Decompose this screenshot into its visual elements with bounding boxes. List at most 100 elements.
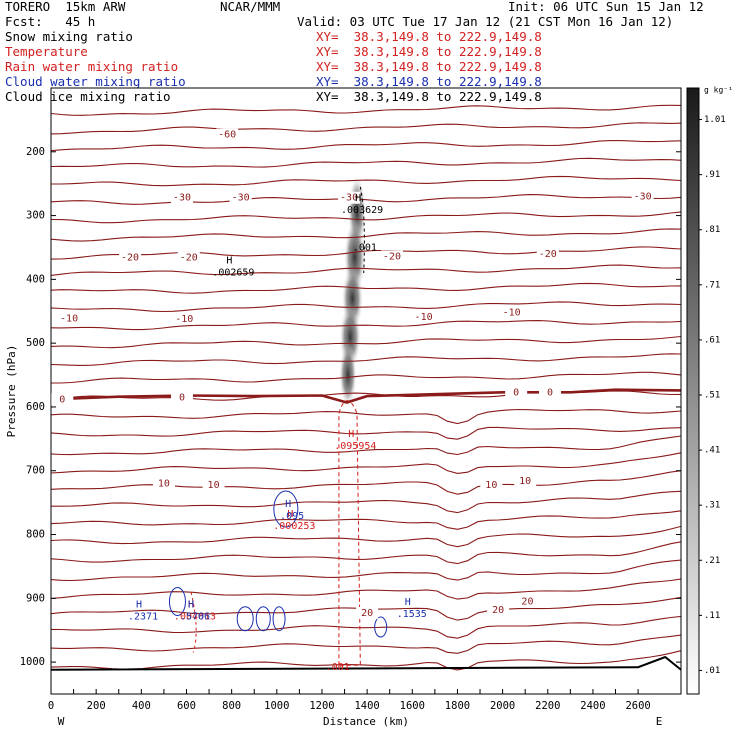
rain-contour-label: .001 bbox=[326, 662, 350, 673]
isotherm-label-bg bbox=[380, 250, 403, 263]
colorbar-rect bbox=[686, 87, 700, 695]
cloud-water-contour bbox=[168, 587, 186, 617]
isotherm-label: -10 bbox=[60, 313, 78, 324]
isotherm-line bbox=[50, 157, 682, 168]
isotherm-line bbox=[50, 408, 682, 425]
isotherm-line bbox=[50, 452, 682, 474]
isotherm-label: -30 bbox=[340, 193, 358, 204]
colorbar-label: .61 bbox=[704, 335, 720, 345]
isotherm-line bbox=[50, 353, 682, 366]
isotherm-label-bg bbox=[505, 386, 528, 399]
field-name-cloud-ice: Cloud ice mixing ratio bbox=[5, 89, 171, 104]
cloud-water-max-h: H bbox=[136, 599, 142, 610]
y-tick-label: 500 bbox=[26, 337, 45, 349]
cloud-water-max-value: .095 bbox=[280, 511, 304, 522]
isotherm-label: 0 bbox=[513, 387, 519, 398]
y-tick-label: 900 bbox=[26, 592, 45, 604]
isotherm-line bbox=[51, 175, 682, 187]
x-tick-label: 0 bbox=[48, 700, 54, 712]
colorbar-label: .21 bbox=[704, 556, 720, 566]
field-name-cloud-water: Cloud water mixing ratio bbox=[5, 74, 186, 89]
isotherm-line bbox=[50, 426, 682, 440]
snow-contour bbox=[359, 186, 365, 274]
isotherm-line bbox=[50, 634, 682, 654]
y-tick-label: 400 bbox=[26, 273, 45, 285]
isotherm-label: -10 bbox=[415, 312, 433, 323]
colorbar-label: .01 bbox=[704, 666, 720, 676]
isotherm-label-bg bbox=[338, 191, 361, 204]
cloud-water-max-value: .2371 bbox=[128, 611, 158, 622]
field-xy-temperature: XY= 38.3,149.8 to 222.9,149.8 bbox=[316, 44, 542, 59]
isotherm-label-bg bbox=[356, 606, 379, 619]
isotherm-label: 0 bbox=[547, 387, 553, 398]
isotherm-label-bg bbox=[170, 391, 193, 404]
isotherm-label: 20 bbox=[521, 597, 533, 608]
x-tick-label: 1600 bbox=[400, 700, 425, 712]
init-time: Init: 06 UTC Sun 15 Jan 12 bbox=[508, 0, 704, 14]
isotherm-label-bg bbox=[536, 247, 559, 260]
isotherm-label: -10 bbox=[175, 314, 193, 325]
cloud-water-max-h: H bbox=[188, 599, 194, 610]
ice-max-h: H bbox=[226, 256, 232, 267]
cloud-water-contour bbox=[272, 606, 286, 632]
x-tick-label: 1800 bbox=[445, 700, 470, 712]
field-xy-snow: XY= 38.3,149.8 to 222.9,149.8 bbox=[316, 29, 542, 44]
isotherm-label-bg bbox=[177, 251, 200, 264]
y-axis-title: Pressure (hPa) bbox=[5, 345, 18, 438]
isotherm-label: 20 bbox=[361, 608, 373, 619]
cloud-water-contour bbox=[273, 490, 299, 528]
isotherm-label: -20 bbox=[383, 251, 401, 262]
y-tick-label: 200 bbox=[26, 146, 45, 158]
isotherm-line bbox=[50, 140, 682, 152]
colorbar-label: .11 bbox=[704, 611, 720, 621]
colorbar-unit: g kg⁻¹ bbox=[704, 86, 733, 95]
field-xy-rain: XY= 38.3,149.8 to 222.9,149.8 bbox=[316, 59, 542, 74]
field-name-rain: Rain water mixing ratio bbox=[5, 59, 179, 74]
valid-time: Valid: 03 UTC Tue 17 Jan 12 (21 CST Mon … bbox=[297, 14, 674, 29]
isotherm-label: -30 bbox=[232, 193, 250, 204]
isotherm-line bbox=[50, 194, 682, 205]
cloud-water-contour bbox=[236, 606, 254, 632]
east-label: E bbox=[656, 715, 663, 728]
isotherm-label: 0 bbox=[59, 394, 65, 405]
isotherm-label-bg bbox=[173, 312, 196, 325]
x-tick-label: 2200 bbox=[535, 700, 560, 712]
isotherm-line bbox=[50, 122, 682, 135]
field-xy-cloud-water: XY= 38.3,149.8 to 222.9,149.8 bbox=[316, 74, 542, 89]
x-axis-title: Distance (km) bbox=[323, 715, 409, 728]
colorbar-label: .81 bbox=[704, 225, 720, 235]
isotherm-line bbox=[50, 211, 682, 224]
isotherm-line bbox=[50, 559, 682, 582]
isotherm-label-bg bbox=[170, 191, 193, 204]
y-tick-label: 600 bbox=[26, 401, 45, 413]
isotherm-label: 10 bbox=[519, 476, 531, 487]
isotherm-label: -60 bbox=[218, 130, 236, 141]
isotherm-line bbox=[50, 470, 682, 495]
x-tick-label: 2600 bbox=[625, 700, 650, 712]
isotherm-line bbox=[50, 578, 682, 600]
rain-contour-small bbox=[190, 591, 197, 653]
rain-max-value: .000253 bbox=[273, 521, 315, 532]
snow-plume-segment bbox=[338, 342, 357, 408]
isotherm-line bbox=[50, 301, 682, 313]
isotherm-label-bg bbox=[58, 312, 81, 325]
colorbar-label: .41 bbox=[704, 446, 720, 456]
isotherm-line bbox=[50, 246, 682, 260]
rain-max-h: H bbox=[188, 599, 194, 610]
y-tick-label: 700 bbox=[26, 465, 45, 477]
isotherm-label-bg bbox=[216, 128, 239, 141]
isotherm-label-bg bbox=[152, 477, 175, 490]
isotherm-line bbox=[50, 104, 682, 116]
isotherm-label-bg bbox=[202, 478, 225, 491]
isotherm-label: -20 bbox=[539, 249, 557, 260]
field-name-snow: Snow mixing ratio bbox=[5, 29, 133, 44]
x-tick-label: 2400 bbox=[580, 700, 605, 712]
rain-max-h: H bbox=[348, 429, 354, 440]
isotherm-label: -30 bbox=[173, 193, 191, 204]
x-tick-label: 2000 bbox=[490, 700, 515, 712]
y-tick-label: 1000 bbox=[20, 656, 45, 668]
isotherm-label-bg bbox=[229, 191, 252, 204]
isotherm-line bbox=[50, 525, 682, 548]
isotherm-label-bg bbox=[539, 386, 562, 399]
x-tick-label: 400 bbox=[132, 700, 151, 712]
